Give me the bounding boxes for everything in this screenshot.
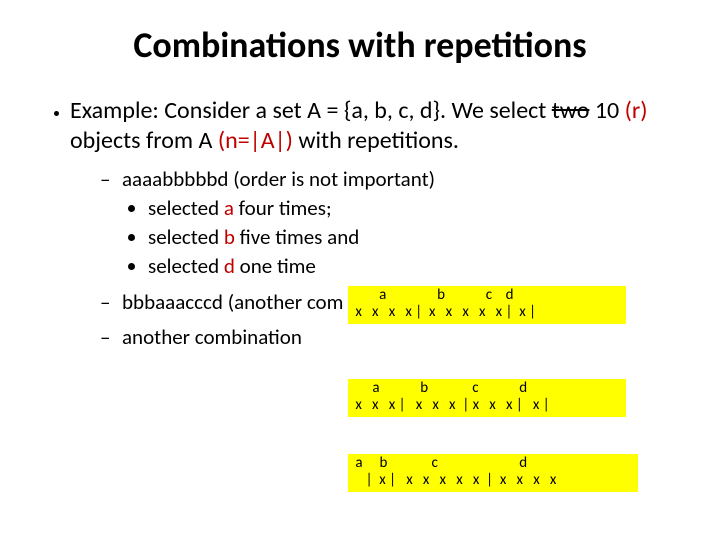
sel-a-letter: a <box>224 195 234 221</box>
selected-d-line: selected d one time <box>148 253 680 280</box>
level3-list-1: selected a four times; selected b five t… <box>122 195 680 281</box>
sel-d-letter: d <box>224 253 235 279</box>
selected-a-line: selected a four times; <box>148 195 680 222</box>
sel-d-pre: selected <box>148 253 224 279</box>
stars-bars-box-3: a b c d | x | x x x x x | x x x x <box>348 454 638 492</box>
example-prefix: Example: Consider a set A = {a, b, c, d}… <box>70 96 552 125</box>
example-tail: 10 <box>589 96 624 125</box>
box1-header: a b c d <box>352 287 622 304</box>
comb1-text-prefix: aaaabbbbbd <box>122 166 233 192</box>
sel-a-pre: selected <box>148 195 224 221</box>
stars-bars-box-1: a b c d x x x x | x x x x x | x | <box>348 286 626 324</box>
sel-b-post: five times and <box>235 224 359 250</box>
combination-3: another combination <box>122 324 680 351</box>
box3-row: | x | x x x x x | x x x x <box>352 472 634 489</box>
box2-row: x x x | x x x | x x x | x | <box>352 397 622 414</box>
example-line: Example: Consider a set A = {a, b, c, d}… <box>70 96 648 155</box>
comb1-text-suffix: (order is not important) <box>233 166 435 192</box>
slide-root: Combinations with repetitions Example: C… <box>0 0 720 540</box>
sel-a-post: four times; <box>234 195 332 221</box>
box3-header: a b c d <box>352 455 634 472</box>
sel-b-pre: selected <box>148 224 224 250</box>
example-nA: (n=|A|) <box>218 126 293 155</box>
sel-b-letter: b <box>224 224 235 250</box>
example-suffix1: objects from A <box>70 126 218 155</box>
selected-b-line: selected b five times and <box>148 224 680 251</box>
example-r: (r) <box>625 96 648 125</box>
stars-bars-box-2: a b c d x x x | x x x | x x x | x | <box>348 379 626 417</box>
sel-d-post: one time <box>235 253 316 279</box>
combination-1: aaaabbbbbd (order is not important) sele… <box>122 166 680 281</box>
slide-title: Combinations with repetitions <box>40 26 680 66</box>
comb3-text: another combination <box>122 324 302 350</box>
level2-list: aaaabbbbbd (order is not important) sele… <box>70 166 680 352</box>
box2-header: a b c d <box>352 380 622 397</box>
example-suffix2: with repetitions. <box>293 126 459 155</box>
box1-row: x x x x | x x x x x | x | <box>352 304 622 321</box>
example-struck-two: two <box>552 96 590 125</box>
comb2-text: bbbaaacccd (another com <box>122 289 343 315</box>
